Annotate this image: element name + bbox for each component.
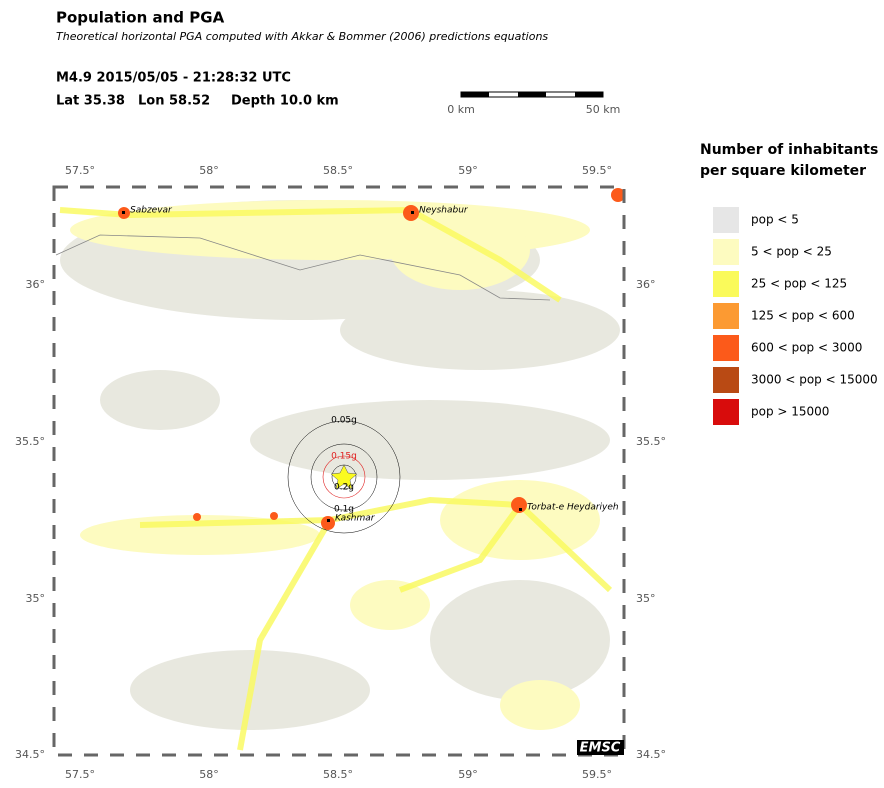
legend-swatch — [713, 335, 739, 361]
legend-label: 600 < pop < 3000 — [751, 341, 862, 355]
city-marker — [411, 211, 414, 214]
legend-swatch — [713, 367, 739, 393]
lat-label: 35.5° — [15, 435, 45, 448]
pga-label: 0.2g — [334, 483, 354, 493]
legend-label: 5 < pop < 25 — [751, 245, 832, 259]
scale-end: 50 km — [586, 103, 621, 116]
lon-label: 59.5° — [582, 768, 612, 781]
legend-title: per square kilometer — [700, 163, 866, 179]
lat-label: 35.5° — [636, 435, 666, 448]
lon-label: 58.5° — [323, 164, 353, 177]
legend-swatch — [713, 207, 739, 233]
legend-label: 25 < pop < 125 — [751, 277, 847, 291]
title: Population and PGA — [56, 9, 225, 27]
legend-label: pop < 5 — [751, 213, 799, 227]
city-label: Neyshabur — [419, 206, 469, 216]
lat-label: 34.5° — [636, 748, 666, 761]
city-marker — [327, 519, 330, 522]
city-marker — [122, 211, 125, 214]
event-lon: Lon 58.52 — [138, 94, 210, 109]
city-marker — [519, 508, 522, 511]
legend-label: 3000 < pop < 15000 — [751, 373, 878, 387]
pga-label: 0.05g — [331, 416, 357, 426]
legend-title: Number of inhabitants — [700, 142, 878, 158]
event-origin: M4.9 2015/05/05 - 21:28:32 UTC — [56, 71, 291, 86]
scale-bar — [460, 91, 604, 98]
pga-label: 0.1g — [334, 505, 354, 515]
lon-label: 58° — [199, 768, 219, 781]
legend-swatch — [713, 399, 739, 425]
scale-start: 0 km — [447, 103, 475, 116]
legend-swatch — [713, 239, 739, 265]
lat-label: 36° — [26, 278, 46, 291]
lon-label: 59° — [458, 164, 478, 177]
city-label: Torbat-e Heydariyeh — [527, 503, 619, 513]
city-label: Sabzevar — [130, 206, 173, 216]
lon-label: 58° — [199, 164, 219, 177]
event-depth: Depth 10.0 km — [231, 94, 339, 109]
legend-swatch — [713, 303, 739, 329]
lon-label: 59.5° — [582, 164, 612, 177]
city-label: Kashmar — [335, 514, 376, 524]
event-lat: Lat 35.38 — [56, 94, 125, 109]
subtitle: Theoretical horizontal PGA computed with… — [56, 30, 548, 43]
lon-label: 58.5° — [323, 768, 353, 781]
legend-label: 125 < pop < 600 — [751, 309, 855, 323]
lon-label: 57.5° — [65, 768, 95, 781]
lon-label: 59° — [458, 768, 478, 781]
lon-label: 57.5° — [65, 164, 95, 177]
lat-label: 34.5° — [15, 748, 45, 761]
lat-label: 35° — [26, 592, 46, 605]
legend-label: pop > 15000 — [751, 405, 829, 419]
legend-swatch — [713, 271, 739, 297]
logo: EMSC — [580, 741, 621, 756]
map-area — [52, 185, 626, 757]
lat-label: 35° — [636, 592, 656, 605]
pga-label: 0.15g — [331, 452, 357, 462]
lat-label: 36° — [636, 278, 656, 291]
